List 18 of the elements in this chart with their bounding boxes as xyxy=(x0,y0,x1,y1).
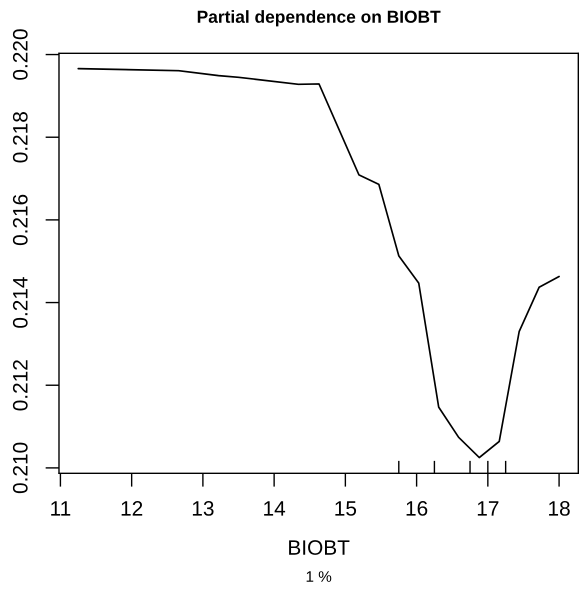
chart-title: Partial dependence on BIOBT xyxy=(198,10,441,26)
y-tick-label: 0.218 xyxy=(12,112,28,162)
y-tick-label: 0.216 xyxy=(12,194,28,246)
text: 1 % xyxy=(306,571,332,582)
x-tick-label: 18 xyxy=(549,501,570,516)
y-tick-label: 0.212 xyxy=(12,360,28,410)
x-tick-label: 11 xyxy=(51,501,70,516)
y-tick-label: 0.214 xyxy=(12,277,28,328)
x-tick-label: 15 xyxy=(335,501,356,516)
x-tick-label: 14 xyxy=(264,501,286,516)
x-tick-label: 17 xyxy=(478,501,498,516)
y-tick-label: 0.220 xyxy=(12,29,28,80)
y-tick-label: 0.210 xyxy=(12,442,28,494)
x-tick-label: 16 xyxy=(406,501,428,516)
x-tick-label: 12 xyxy=(122,501,142,516)
x-axis-title: BIOBT xyxy=(289,540,350,555)
line-series xyxy=(77,68,560,458)
x-tick-label: 13 xyxy=(192,501,214,516)
